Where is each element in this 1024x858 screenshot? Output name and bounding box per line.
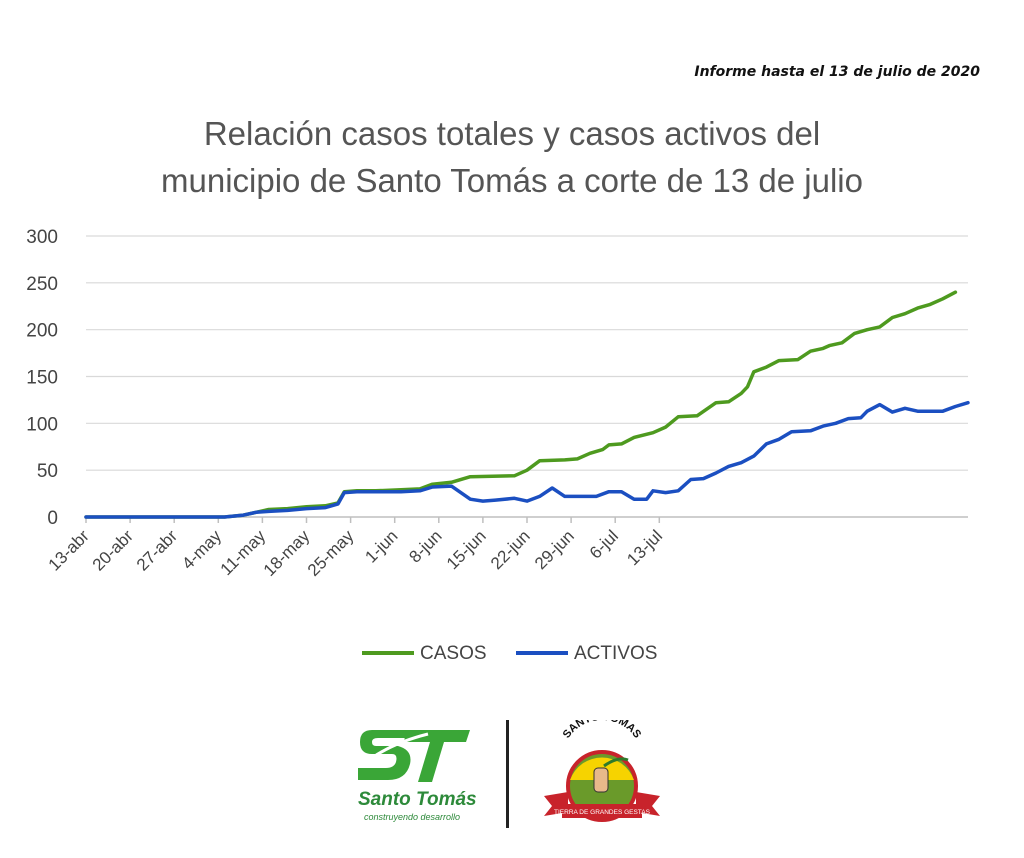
x-tick-label: 1-jun [361,526,401,566]
santo-tomas-logo-name: Santo Tomás [358,789,477,810]
y-tick-label: 100 [26,414,58,435]
footer-logos: Santo Tomás construyendo desarrollo SANT… [0,710,1024,840]
x-tick-label: 13-jul [623,526,666,569]
x-tick-label: 29-jun [531,526,578,573]
legend: CASOS ACTIVOS [362,643,657,664]
y-tick-label: 200 [26,321,58,342]
line-chart: 0 50 100 150 200 250 300 13-abr20-abr27-abr4-m… [26,227,970,664]
chart-title-line-1: Relación casos totales y casos activos d… [203,115,821,152]
y-tick-label: 300 [26,227,58,248]
x-tick-label: 8-jun [405,526,445,566]
x-axis-ticks: 13-abr20-abr27-abr4-may11-may18-may25-ma… [45,526,666,580]
svg-text:TIERRA DE GRANDES GESTAS: TIERRA DE GRANDES GESTAS [554,809,651,816]
x-tick-label: 15-jun [443,526,490,573]
series-line-activos [84,400,970,519]
y-tick-label: 0 [47,508,58,529]
grid [86,235,968,471]
santo-tomas-logo: Santo Tomás construyendo desarrollo [358,724,478,834]
svg-text:SANTO TOMAS: SANTO TOMAS [561,720,644,741]
y-tick-label: 50 [37,461,58,482]
series-line-casos [84,290,958,519]
y-axis-ticks: 0 50 100 150 200 250 300 [26,227,58,529]
y-tick-label: 150 [26,368,58,389]
x-tick-label: 13-abr [45,526,93,574]
st-monogram-icon [358,730,470,782]
legend-label-casos: CASOS [420,643,487,664]
y-tick-label: 250 [26,274,58,295]
x-tick-label: 20-abr [89,526,137,574]
x-tick-label: 6-jul [586,526,622,562]
chart-title-line-2: municipio de Santo Tomás a corte de 13 d… [161,162,863,199]
x-tick-label: 25-may [304,526,358,580]
x-tick-label: 18-may [260,526,314,580]
x-tick-label: 27-abr [133,526,181,574]
municipal-seal-icon: SANTO TOMAS TIERRA DE GRANDES GESTAS [544,720,660,822]
logo-divider [506,720,509,828]
report-note: Informe hasta el 13 de julio de 2020 [694,64,980,80]
santo-tomas-logo-tagline: construyendo desarrollo [364,812,461,822]
chart-title: Relación casos totales y casos activos d… [0,110,1024,204]
legend-label-activos: ACTIVOS [574,643,657,664]
x-tick-label: 22-jun [487,526,534,573]
x-tick-label: 11-may [217,526,270,579]
series-lines [84,290,970,519]
